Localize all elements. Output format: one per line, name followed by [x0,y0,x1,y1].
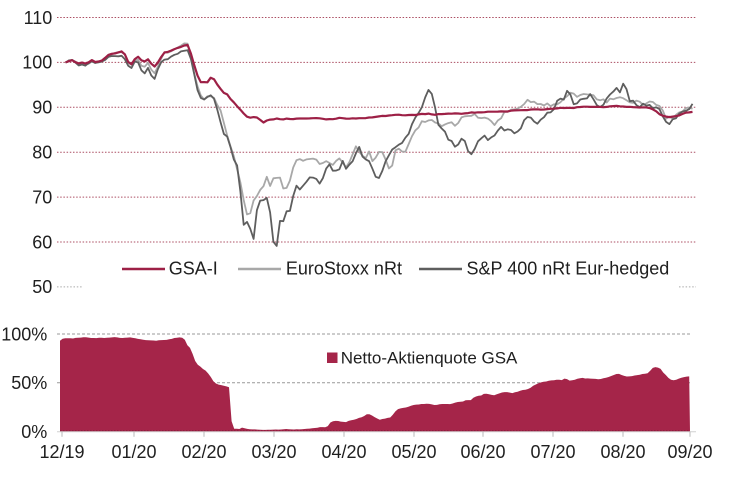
svg-text:04/20: 04/20 [321,442,366,462]
svg-text:GSA-I: GSA-I [169,259,218,279]
svg-text:100%: 100% [1,324,47,344]
svg-text:70: 70 [32,187,52,207]
svg-text:90: 90 [32,98,52,118]
svg-text:100: 100 [22,53,52,73]
svg-text:08/20: 08/20 [600,442,645,462]
svg-text:50: 50 [32,277,52,297]
svg-text:09/20: 09/20 [667,442,712,462]
svg-text:0%: 0% [21,422,47,442]
svg-text:50%: 50% [11,373,47,393]
svg-text:07/20: 07/20 [530,442,575,462]
svg-text:12/19: 12/19 [39,442,84,462]
svg-text:80: 80 [32,143,52,163]
svg-text:03/20: 03/20 [251,442,296,462]
svg-text:01/20: 01/20 [111,442,156,462]
svg-text:EuroStoxx nRt: EuroStoxx nRt [286,259,402,279]
svg-text:110: 110 [24,8,53,28]
svg-text:02/20: 02/20 [181,442,226,462]
svg-text:05/20: 05/20 [391,442,436,462]
svg-text:S&P 400 nRt Eur-hedged: S&P 400 nRt Eur-hedged [467,259,670,279]
svg-text:Netto-Aktienquote GSA: Netto-Aktienquote GSA [341,349,518,368]
svg-text:60: 60 [32,232,52,252]
svg-text:06/20: 06/20 [460,442,505,462]
